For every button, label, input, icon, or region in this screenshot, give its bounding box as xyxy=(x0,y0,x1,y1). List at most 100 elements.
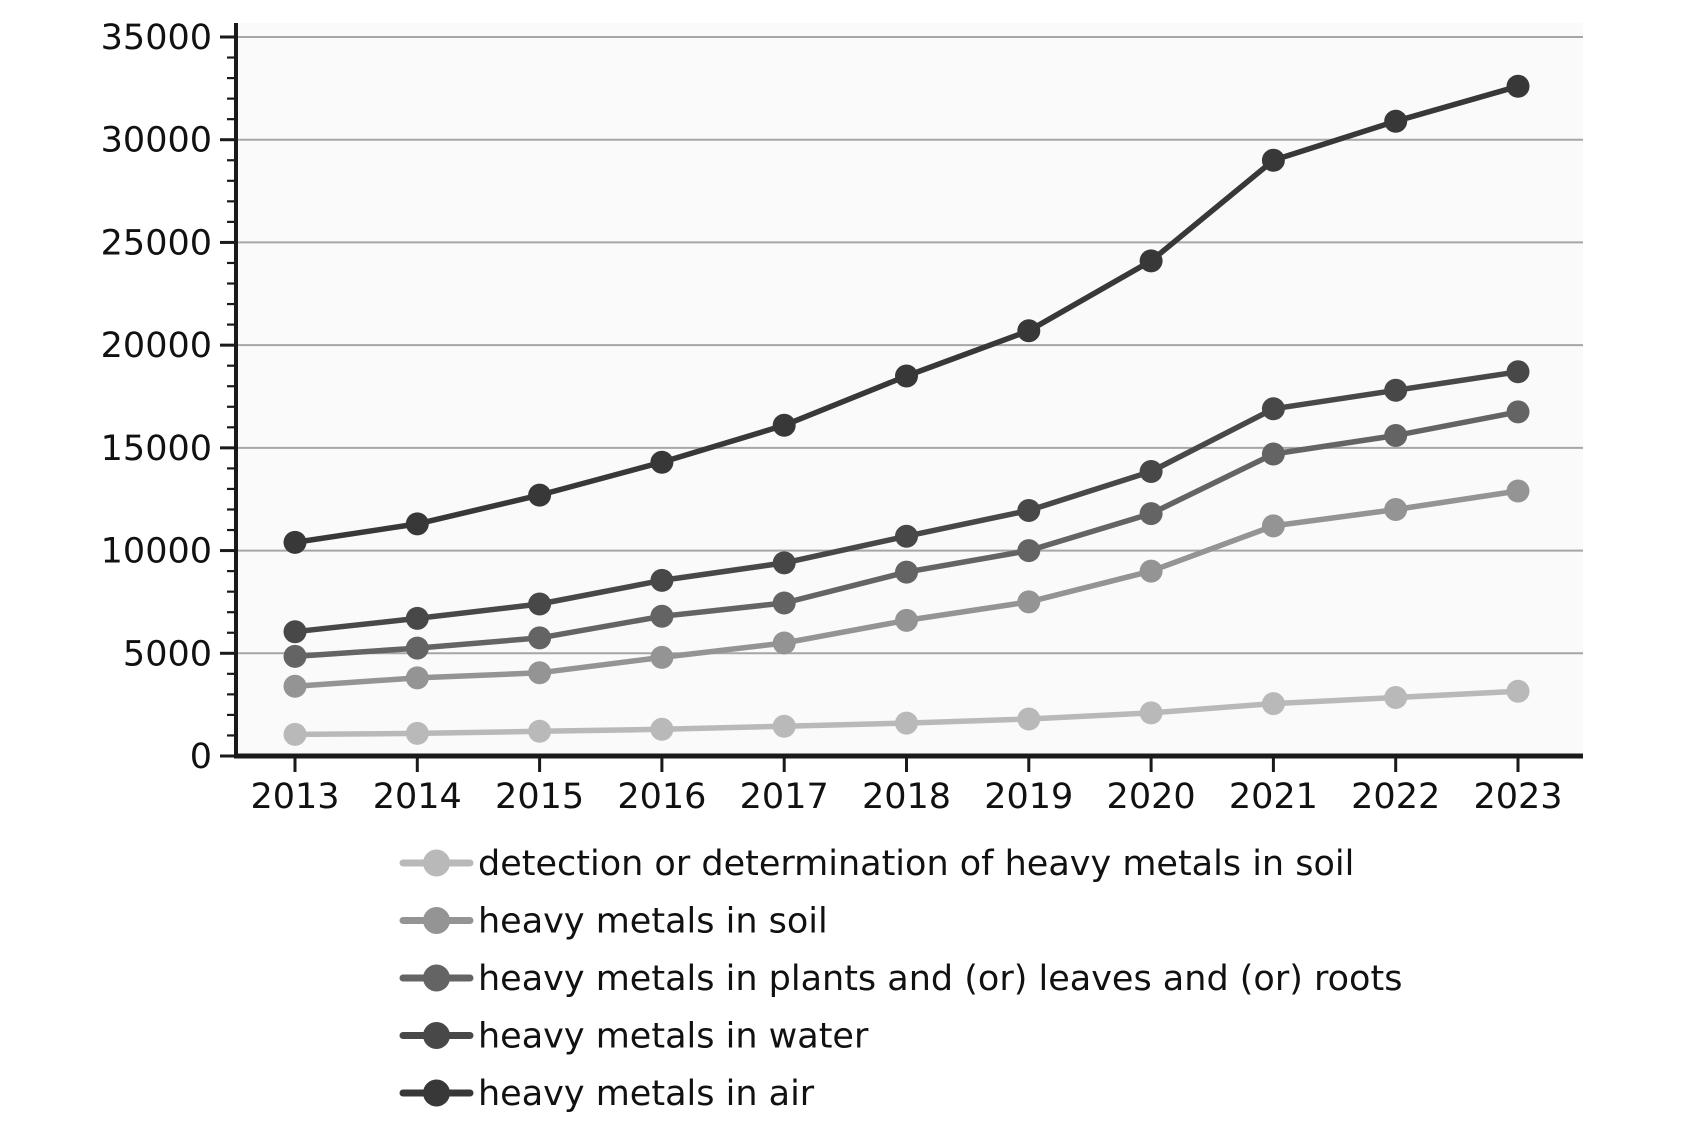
series-2 xyxy=(283,400,1530,668)
y-axis-tick-label: 35000 xyxy=(101,18,212,58)
y-axis-tick-label: 5000 xyxy=(123,634,212,674)
data-point xyxy=(1506,360,1530,384)
data-point xyxy=(528,592,552,616)
data-point xyxy=(283,674,307,698)
data-point xyxy=(1261,692,1285,716)
data-point xyxy=(283,530,307,554)
data-point xyxy=(283,644,307,668)
y-axis-tick-label: 30000 xyxy=(101,121,212,161)
data-point xyxy=(772,591,796,615)
data-point xyxy=(528,483,552,507)
data-point xyxy=(528,719,552,743)
data-point xyxy=(1384,424,1408,447)
data-point xyxy=(283,722,307,746)
data-point xyxy=(528,661,552,685)
data-point xyxy=(1017,707,1041,731)
legend-item: detection or determination of heavy meta… xyxy=(399,844,1354,884)
data-point xyxy=(405,721,429,745)
data-point xyxy=(528,626,552,650)
series-4 xyxy=(283,74,1530,554)
data-point xyxy=(1139,460,1163,483)
x-axis-tick-label: 2013 xyxy=(250,777,339,817)
legend-swatch-dot xyxy=(423,964,450,992)
data-point xyxy=(1017,499,1041,522)
data-point xyxy=(650,568,674,592)
data-point xyxy=(1506,400,1530,424)
y-axis-tick-label: 20000 xyxy=(101,326,212,366)
legend-swatch-dot xyxy=(423,849,450,877)
data-point xyxy=(1506,679,1530,703)
data-point xyxy=(1384,498,1408,521)
legend-swatch-dot xyxy=(423,907,450,934)
series-0 xyxy=(283,679,1530,746)
legend-item: heavy metals in plants and (or) leaves a… xyxy=(399,959,1402,999)
legend-swatch-dot xyxy=(423,1022,450,1049)
data-point xyxy=(772,631,796,655)
data-point xyxy=(1017,539,1041,563)
legend-label: heavy metals in water xyxy=(478,1017,869,1057)
legend-label: heavy metals in air xyxy=(478,1074,815,1114)
grid-lines xyxy=(236,36,1583,655)
data-point xyxy=(1384,378,1408,402)
data-point xyxy=(1261,397,1285,421)
y-axis-tick-label: 0 xyxy=(190,737,212,777)
legend-item: heavy metals in water xyxy=(399,1017,869,1057)
data-point xyxy=(772,413,796,437)
data-point xyxy=(1017,590,1041,614)
data-point xyxy=(1139,559,1163,583)
data-point xyxy=(1261,148,1285,172)
x-axis-ticks: 2013 2014 2015 2016 2017 2018 2019 2020 2021 2022… xyxy=(250,756,1563,817)
x-axis-tick-label: 2019 xyxy=(984,777,1073,817)
data-point xyxy=(895,711,918,735)
data-point xyxy=(650,645,674,669)
data-point xyxy=(405,666,429,690)
data-point xyxy=(1384,686,1408,709)
legend-label: heavy metals in soil xyxy=(478,902,828,942)
data-point xyxy=(405,636,429,660)
x-axis-tick-label: 2014 xyxy=(373,777,462,817)
data-point xyxy=(1139,502,1163,526)
data-point xyxy=(283,620,307,644)
y-axis-tick-label: 10000 xyxy=(101,532,212,572)
data-point xyxy=(772,551,796,575)
x-axis-tick-label: 2017 xyxy=(740,777,829,817)
legend: detection or determination of heavy meta… xyxy=(399,844,1402,1114)
data-point xyxy=(650,450,674,474)
data-point xyxy=(1384,109,1408,133)
data-point xyxy=(650,604,674,628)
data-point xyxy=(1506,479,1530,503)
data-point xyxy=(895,560,918,584)
x-axis-tick-label: 2016 xyxy=(617,777,706,817)
data-point xyxy=(405,606,429,630)
legend-item: heavy metals in soil xyxy=(399,902,828,942)
y-axis-tick-label: 15000 xyxy=(101,429,212,469)
y-axis-ticks: 0 5000 10000 15000 20000 25000 30000 35000 xyxy=(101,18,236,777)
legend-swatch-dot xyxy=(423,1079,450,1107)
data-point xyxy=(895,608,918,632)
x-axis-tick-label: 2023 xyxy=(1473,777,1562,817)
y-axis-tick-label: 25000 xyxy=(101,223,212,263)
data-point xyxy=(1261,442,1285,466)
data-point xyxy=(1139,249,1163,273)
data-point xyxy=(895,364,918,388)
x-axis-tick-label: 2018 xyxy=(862,777,951,817)
plot-area xyxy=(236,23,1583,756)
legend-label: detection or determination of heavy meta… xyxy=(478,844,1354,884)
data-point xyxy=(650,717,674,741)
data-point xyxy=(772,714,796,738)
data-point xyxy=(1261,514,1285,538)
x-axis-tick-label: 2020 xyxy=(1107,777,1196,817)
data-point xyxy=(405,512,429,536)
data-point xyxy=(1506,74,1530,98)
series-3 xyxy=(283,360,1530,644)
data-point xyxy=(1139,701,1163,725)
data-point xyxy=(1017,319,1041,343)
x-axis-tick-label: 2021 xyxy=(1229,777,1318,817)
x-axis-tick-label: 2022 xyxy=(1351,777,1440,817)
data-point xyxy=(895,524,918,548)
legend-item: heavy metals in air xyxy=(399,1074,815,1114)
series-1 xyxy=(283,479,1530,698)
x-axis-tick-label: 2015 xyxy=(495,777,584,817)
